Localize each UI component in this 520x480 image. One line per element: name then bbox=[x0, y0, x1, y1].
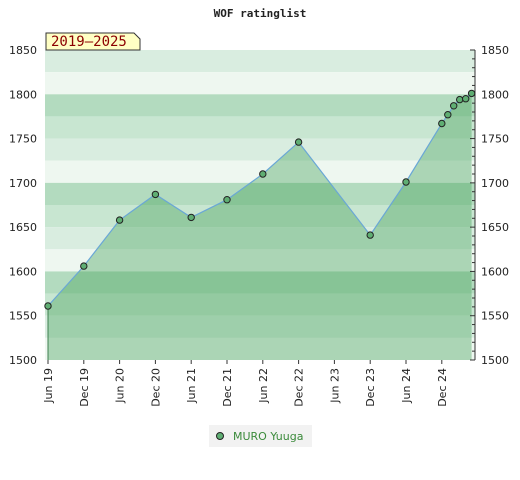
data-point bbox=[456, 95, 464, 104]
x-tick-label: Dec 23 bbox=[364, 368, 377, 407]
background-band bbox=[45, 116, 475, 139]
background-band bbox=[45, 271, 475, 294]
background-band bbox=[45, 94, 475, 117]
legend-label: MURO Yuuga bbox=[233, 430, 303, 443]
background-band bbox=[45, 182, 475, 205]
data-point bbox=[438, 119, 446, 128]
background-band bbox=[45, 205, 475, 228]
x-tick-label: Dec 21 bbox=[221, 368, 234, 407]
x-tick-label: Jun 23 bbox=[328, 368, 341, 404]
data-points bbox=[44, 89, 476, 310]
y-tick-label-right: 1800 bbox=[481, 88, 509, 101]
y-tick-label-right: 1650 bbox=[481, 221, 509, 234]
data-point bbox=[402, 178, 410, 186]
x-tick-label: Dec 19 bbox=[78, 368, 91, 407]
data-point bbox=[467, 89, 476, 98]
y-tick-label-right: 1600 bbox=[481, 265, 509, 278]
area-fill bbox=[48, 93, 472, 361]
data-point bbox=[444, 111, 452, 119]
x-tick-label: Jun 19 bbox=[42, 368, 55, 404]
legend-box bbox=[209, 425, 312, 447]
background-band bbox=[45, 72, 475, 95]
data-point bbox=[294, 138, 303, 146]
data-point bbox=[223, 196, 231, 204]
y-tick-label-right: 1550 bbox=[481, 310, 509, 323]
data-point bbox=[151, 190, 160, 199]
period-badge-label: 2019–2025 bbox=[51, 34, 127, 50]
data-point bbox=[462, 95, 470, 103]
data-point bbox=[187, 213, 195, 222]
axes: 1500 1500 1550 1550 1600 1600 1650 1650 1700 1700… bbox=[9, 44, 509, 407]
y-tick-label-left: 1500 bbox=[9, 354, 37, 367]
background-band bbox=[45, 138, 475, 161]
x-tick-label: Dec 22 bbox=[293, 368, 306, 407]
background-band bbox=[45, 293, 475, 316]
data-point bbox=[115, 216, 124, 224]
y-tick-label-left: 1850 bbox=[9, 44, 37, 57]
series-line bbox=[47, 92, 473, 307]
background-band bbox=[45, 249, 475, 272]
background-bands bbox=[45, 50, 475, 360]
chart-title: WOF ratinglist bbox=[214, 7, 307, 20]
y-tick-label-left: 1550 bbox=[9, 310, 37, 323]
data-point bbox=[259, 170, 267, 178]
y-tick-label-left: 1750 bbox=[9, 133, 37, 146]
y-tick-label-right: 1850 bbox=[481, 44, 509, 57]
data-point bbox=[80, 262, 88, 270]
background-band bbox=[45, 337, 475, 360]
x-tick-label: Jun 20 bbox=[114, 368, 127, 404]
data-point bbox=[44, 302, 52, 310]
legend: MURO Yuuga bbox=[209, 425, 312, 447]
y-tick-label-left: 1700 bbox=[9, 177, 37, 190]
background-band bbox=[45, 50, 475, 73]
y-tick-label-left: 1650 bbox=[9, 221, 37, 234]
period-badge-box bbox=[45, 32, 141, 51]
period-badge: 2019–2025 bbox=[45, 32, 141, 51]
data-point bbox=[366, 231, 374, 239]
rating-area bbox=[47, 92, 473, 361]
x-tick-label: Dec 24 bbox=[436, 368, 449, 407]
y-tick-label-left: 1800 bbox=[9, 88, 37, 101]
x-tick-label: Jun 21 bbox=[185, 368, 198, 404]
y-tick-label-right: 1750 bbox=[481, 133, 509, 146]
data-point bbox=[450, 102, 458, 110]
background-band bbox=[45, 315, 475, 338]
x-tick-label: Jun 22 bbox=[257, 368, 270, 404]
y-tick-label-right: 1500 bbox=[481, 354, 509, 367]
x-tick-label: Dec 20 bbox=[149, 368, 162, 407]
legend-marker bbox=[216, 432, 224, 440]
y-tick-label-left: 1600 bbox=[9, 265, 37, 278]
x-tick-label: Jun 24 bbox=[400, 368, 413, 404]
y-tick-label-right: 1700 bbox=[481, 177, 509, 190]
